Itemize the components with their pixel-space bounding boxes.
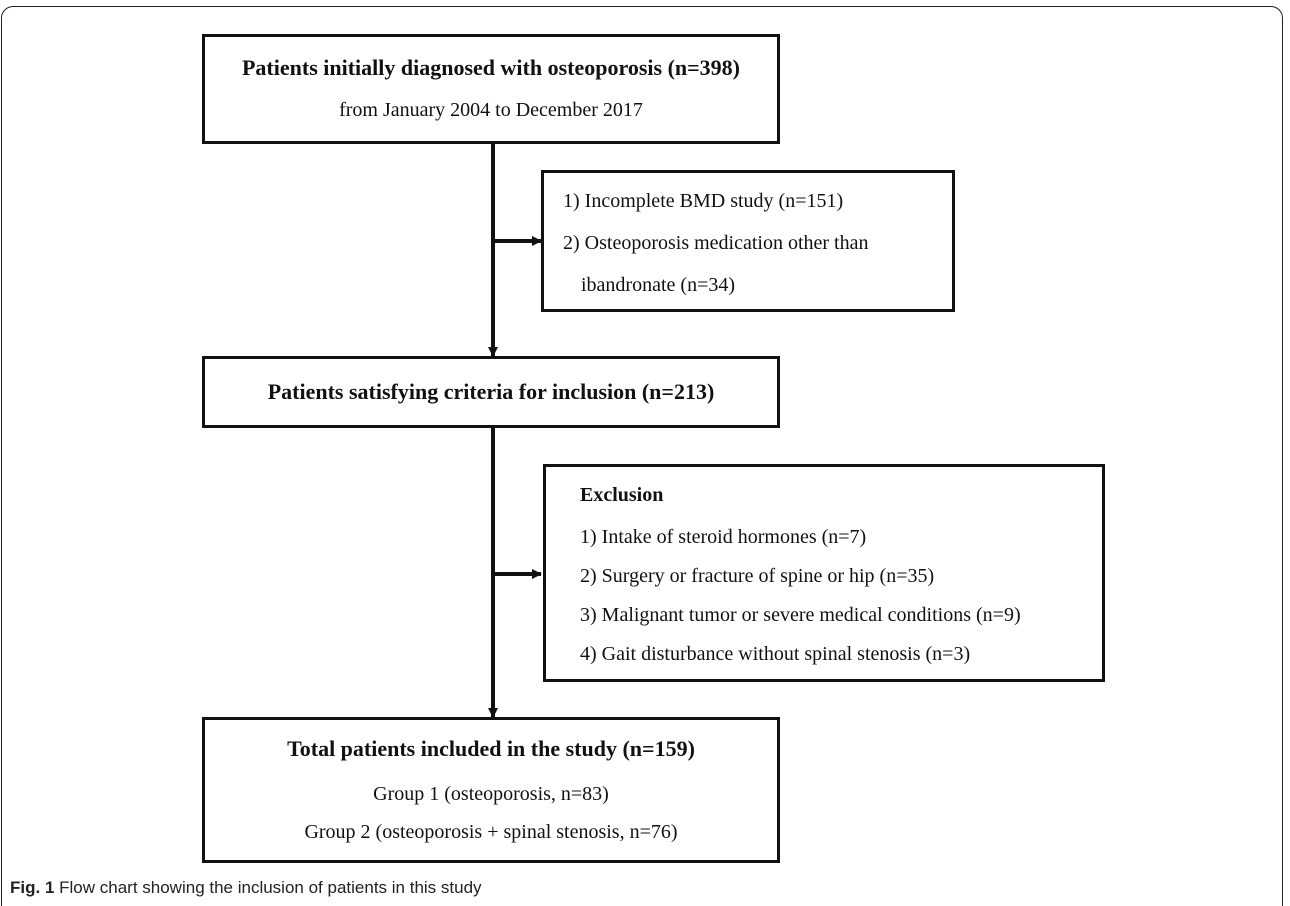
inclusion-box: Patients satisfying criteria for inclusi… <box>202 356 780 428</box>
exclusion1-item: 1) Incomplete BMD study (n=151) <box>563 190 844 212</box>
exclusion2-item: 1) Intake of steroid hormones (n=7) <box>580 526 867 548</box>
exclusion2-heading: Exclusion <box>580 484 664 506</box>
initial-subtitle: from January 2004 to December 2017 <box>339 99 643 121</box>
caption-text: Flow chart showing the inclusion of pati… <box>59 878 482 897</box>
figure-frame <box>1 6 1283 906</box>
final-group: Group 1 (osteoporosis, n=83) <box>373 783 609 805</box>
initial-title: Patients initially diagnosed with osteop… <box>241 55 740 80</box>
caption-label: Fig. 1 <box>10 878 55 897</box>
initial-box: Patients initially diagnosed with osteop… <box>202 34 780 144</box>
exclusion1-item: ibandronate (n=34) <box>581 274 736 296</box>
exclusion2-item: 2) Surgery or fracture of spine or hip (… <box>580 565 935 587</box>
figure-caption: Fig. 1 Flow chart showing the inclusion … <box>10 878 482 898</box>
inclusion-title: Patients satisfying criteria for inclusi… <box>267 379 715 404</box>
exclusion2-item: 4) Gait disturbance without spinal steno… <box>580 643 971 665</box>
exclusion2-box: Exclusion 1) Intake of steroid hormones … <box>543 464 1105 682</box>
exclusion2-item: 3) Malignant tumor or severe medical con… <box>580 604 1021 626</box>
final-title: Total patients included in the study (n=… <box>287 736 695 761</box>
final-group: Group 2 (osteoporosis + spinal stenosis,… <box>304 821 678 843</box>
final-box: Total patients included in the study (n=… <box>202 717 780 863</box>
exclusion1-item: 2) Osteoporosis medication other than <box>563 232 869 254</box>
exclusion1-box: 1) Incomplete BMD study (n=151) 2) Osteo… <box>541 170 955 312</box>
